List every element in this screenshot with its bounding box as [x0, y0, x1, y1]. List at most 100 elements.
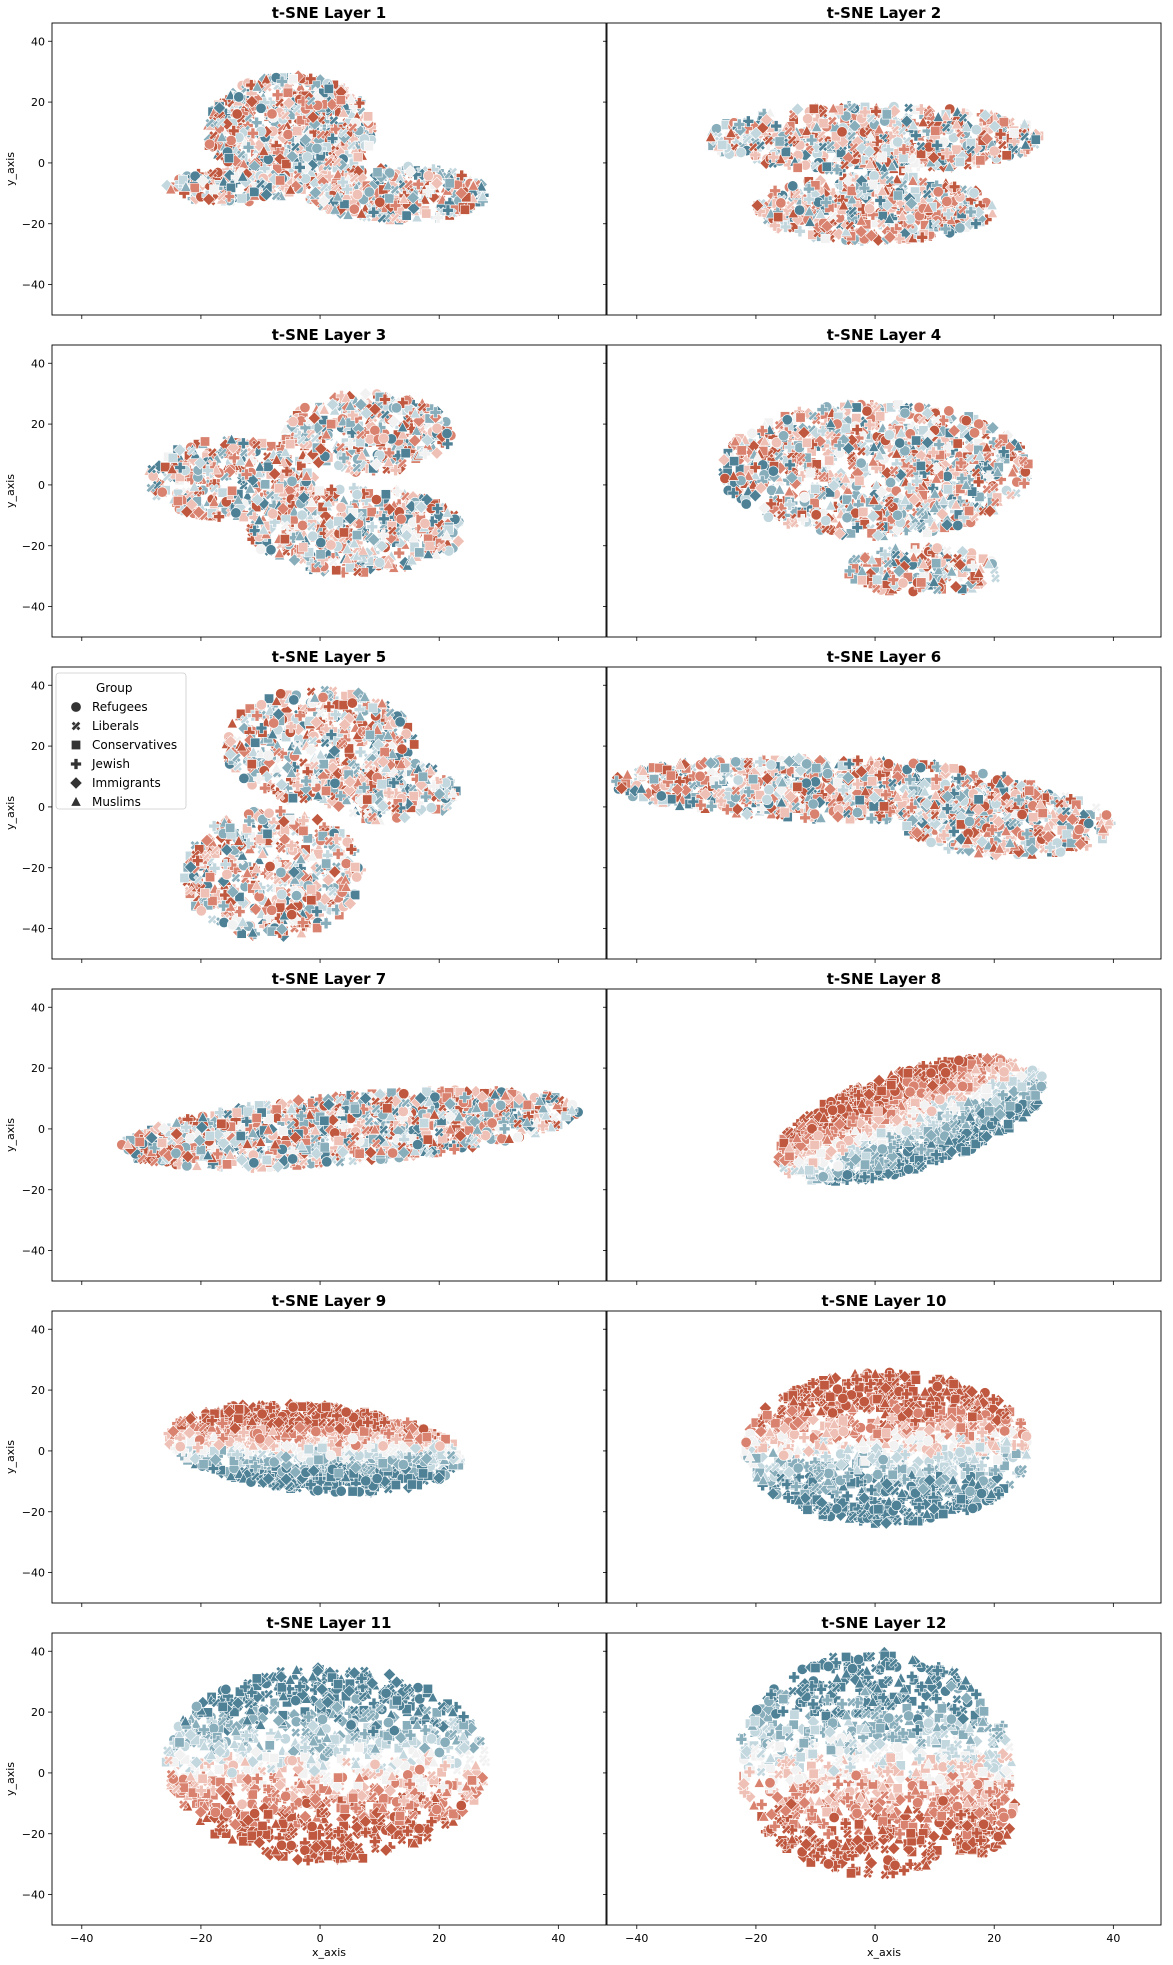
- point-x: [279, 520, 290, 531]
- point-triangle: [899, 493, 911, 505]
- point-triangle: [165, 183, 177, 195]
- point-plus: [366, 521, 378, 533]
- point-x: [904, 468, 915, 479]
- point-plus: [281, 465, 293, 477]
- point-x: [848, 142, 859, 153]
- point-x: [146, 464, 157, 475]
- point-square: [304, 547, 314, 558]
- point-triangle: [441, 506, 454, 518]
- point-plus: [816, 403, 829, 416]
- y-tick-label: −40: [22, 601, 45, 614]
- point-x: [931, 414, 942, 425]
- point-circle: [767, 465, 779, 477]
- scatter-points: [717, 398, 1034, 597]
- point-square: [998, 117, 1009, 128]
- point-x: [941, 122, 952, 133]
- point-plus: [367, 206, 380, 219]
- point-x: [903, 102, 914, 113]
- point-diamond: [307, 411, 321, 425]
- point-triangle: [950, 118, 963, 130]
- point-x: [236, 149, 247, 160]
- point-triangle: [864, 158, 876, 170]
- point-circle: [287, 416, 299, 428]
- point-diamond: [180, 505, 194, 519]
- point-square: [326, 419, 337, 430]
- point-square: [802, 437, 813, 448]
- point-triangle: [824, 417, 837, 428]
- y-tick-label: −20: [22, 540, 45, 553]
- point-x: [879, 170, 890, 181]
- point-triangle: [266, 728, 279, 740]
- point-diamond: [325, 397, 340, 412]
- point-x: [971, 467, 982, 478]
- point-plus: [271, 89, 284, 101]
- point-diamond: [926, 150, 941, 165]
- point-x: [785, 200, 796, 211]
- point-x: [315, 707, 326, 718]
- point-circle: [204, 138, 216, 150]
- point-x: [990, 497, 1001, 508]
- point-circle: [952, 519, 964, 531]
- point-circle: [431, 422, 443, 434]
- point-diamond: [749, 126, 763, 141]
- point-triangle: [344, 399, 356, 411]
- point-triangle: [332, 168, 344, 180]
- point-triangle: [842, 398, 854, 409]
- point-square: [810, 483, 821, 494]
- point-circle: [255, 543, 267, 555]
- point-plus: [803, 193, 815, 205]
- subplot-title: t-SNE Layer 5: [272, 648, 386, 666]
- point-circle: [740, 498, 752, 510]
- point-x: [918, 176, 929, 187]
- point-plus: [419, 448, 431, 460]
- point-x: [908, 521, 919, 532]
- point-circle: [899, 407, 911, 419]
- point-square: [414, 547, 425, 558]
- point-x: [748, 142, 759, 153]
- point-x: [328, 115, 339, 126]
- point-plus: [915, 103, 928, 116]
- point-triangle: [773, 483, 786, 495]
- point-square: [167, 453, 178, 463]
- point-circle: [225, 135, 237, 147]
- point-x: [335, 442, 346, 453]
- point-x: [957, 112, 968, 123]
- point-x: [889, 465, 900, 476]
- point-square: [266, 441, 277, 452]
- point-x: [323, 157, 334, 168]
- point-circle: [348, 203, 360, 215]
- point-circle: [954, 222, 966, 234]
- point-diamond: [314, 442, 328, 456]
- point-square: [872, 574, 883, 585]
- point-triangle: [300, 470, 313, 481]
- point-x: [324, 528, 335, 539]
- point-square: [459, 204, 470, 215]
- point-triangle: [244, 482, 256, 494]
- point-square: [805, 468, 816, 479]
- point-triangle: [241, 489, 254, 501]
- point-circle: [897, 577, 909, 589]
- scatter-points: [143, 387, 466, 579]
- point-circle: [841, 512, 853, 524]
- point-plus: [858, 182, 871, 194]
- point-triangle: [1012, 440, 1024, 452]
- point-square: [998, 433, 1009, 444]
- point-circle: [282, 129, 294, 141]
- point-plus: [432, 211, 444, 224]
- point-square: [400, 448, 411, 459]
- point-triangle: [410, 424, 423, 436]
- point-triangle: [783, 485, 796, 497]
- point-triangle: [301, 452, 313, 464]
- point-plus: [794, 225, 806, 238]
- point-diamond: [940, 518, 954, 532]
- point-square: [343, 743, 354, 754]
- point-circle: [230, 507, 242, 519]
- point-diamond: [854, 224, 868, 239]
- point-triangle: [329, 203, 341, 215]
- point-x: [400, 491, 411, 502]
- point-circle: [883, 429, 895, 441]
- point-triangle: [430, 548, 442, 560]
- point-triangle: [406, 554, 418, 566]
